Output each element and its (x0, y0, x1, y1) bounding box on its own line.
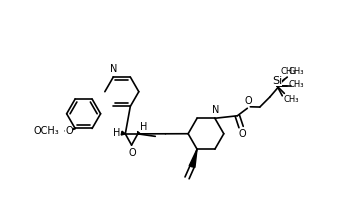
Text: H: H (140, 122, 147, 132)
Text: O: O (129, 148, 137, 158)
Text: CH₃: CH₃ (288, 80, 304, 89)
Text: O: O (245, 96, 252, 106)
Polygon shape (121, 131, 125, 135)
Text: N: N (110, 64, 117, 74)
Text: Si: Si (272, 76, 282, 86)
Text: H: H (113, 128, 121, 138)
Text: CH₃: CH₃ (281, 67, 296, 76)
Text: CH₃: CH₃ (284, 95, 299, 104)
Text: O: O (238, 129, 246, 139)
Text: CH₃: CH₃ (288, 67, 304, 76)
Text: OCH₃: OCH₃ (34, 126, 60, 136)
Text: N: N (212, 105, 220, 115)
Text: O: O (65, 126, 73, 136)
Polygon shape (189, 149, 197, 167)
